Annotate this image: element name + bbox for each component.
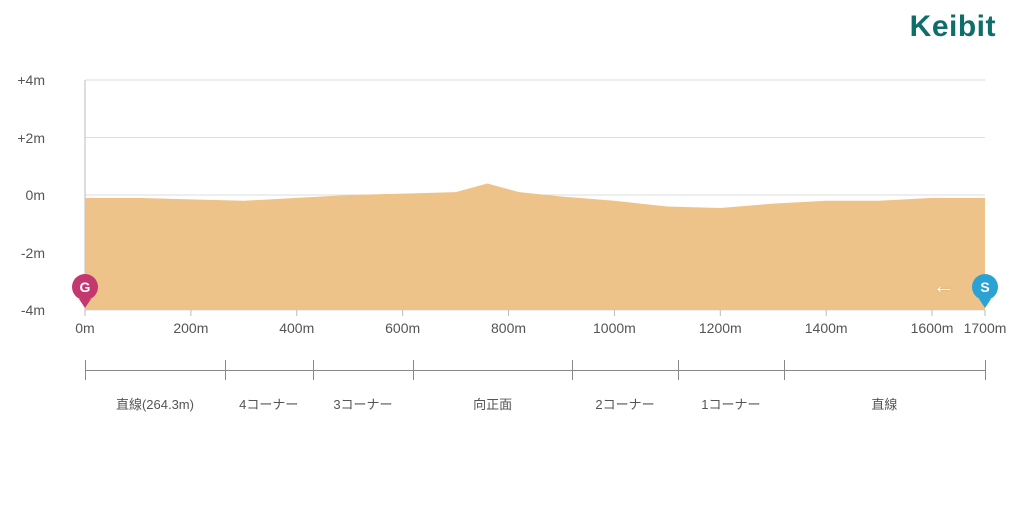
x-tick-label: 0m	[75, 320, 94, 336]
y-tick-label: -4m	[5, 302, 45, 318]
segment-label: 直線(264.3m)	[116, 394, 194, 413]
brand-logo: Keibit	[910, 10, 996, 44]
segment-label: 1コーナー	[701, 394, 760, 413]
segment-label: 2コーナー	[595, 394, 654, 413]
segment-tick	[678, 360, 679, 380]
segment-tick	[572, 360, 573, 380]
x-tick-label: 1200m	[699, 320, 742, 336]
goal-marker: G	[72, 274, 98, 300]
start-marker: S	[972, 274, 998, 300]
segment-label: 向正面	[473, 394, 512, 413]
segment-label: 3コーナー	[333, 394, 392, 413]
segment-tick	[225, 360, 226, 380]
x-tick-label: 800m	[491, 320, 526, 336]
x-tick-label: 400m	[279, 320, 314, 336]
direction-arrow-icon: ←	[933, 273, 955, 299]
x-tick-label: 600m	[385, 320, 420, 336]
x-tick-label: 1700m	[964, 320, 1007, 336]
y-tick-label: +2m	[5, 130, 45, 146]
y-tick-label: 0m	[5, 187, 45, 203]
elevation-chart	[30, 70, 990, 330]
segment-tick	[313, 360, 314, 380]
x-tick-label: 1600m	[911, 320, 954, 336]
y-tick-label: -2m	[5, 245, 45, 261]
segment-tick	[413, 360, 414, 380]
segment-tick	[85, 360, 86, 380]
x-tick-label: 1000m	[593, 320, 636, 336]
y-tick-label: +4m	[5, 72, 45, 88]
segment-label: 直線	[871, 394, 897, 413]
segment-tick	[784, 360, 785, 380]
segment-tick	[985, 360, 986, 380]
x-tick-label: 1400m	[805, 320, 848, 336]
segment-label: 4コーナー	[239, 394, 298, 413]
x-tick-label: 200m	[173, 320, 208, 336]
